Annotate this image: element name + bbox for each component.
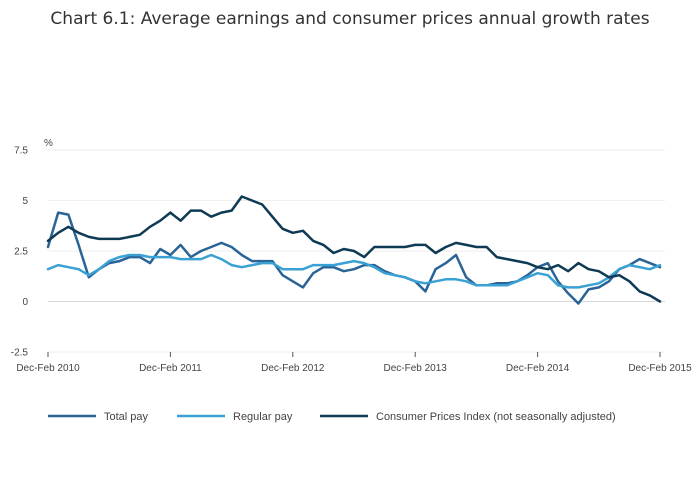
y-tick-label: 2.5	[14, 247, 28, 258]
x-axis-ticks: Dec-Feb 2010 Dec-Feb 2011 Dec-Feb 2012 Dec-…	[16, 352, 692, 374]
series-line-0	[46, 211, 662, 305]
y-tick-label: 0	[22, 297, 28, 308]
legend-label: Regular pay	[233, 411, 293, 423]
x-tick-label: Dec-Feb 2014	[506, 363, 570, 374]
legend-label: Consumer Prices Index (not seasonally ad…	[376, 411, 616, 423]
series-lines	[46, 195, 662, 305]
x-tick-label: Dec-Feb 2011	[139, 363, 202, 374]
x-tick-label: Dec-Feb 2012	[261, 363, 325, 374]
x-tick-label: Dec-Feb 2010	[16, 363, 80, 374]
series-line-2	[46, 195, 662, 303]
y-tick-label: 5	[22, 196, 28, 207]
chart-title: Chart 6.1: Average earnings and consumer…	[50, 9, 649, 29]
y-tick-label: -2.5	[11, 348, 29, 359]
x-tick-label: Dec-Feb 2015	[628, 363, 692, 374]
gridlines	[48, 149, 665, 353]
y-axis-unit-label: %	[44, 138, 53, 149]
legend: Total pay Regular pay Consumer Prices Inde…	[48, 411, 616, 423]
y-axis-ticks: -2.5 0 2.5 5 7.5	[11, 146, 29, 359]
legend-label: Total pay	[104, 411, 149, 423]
series-line-1	[46, 253, 662, 289]
y-tick-label: 7.5	[14, 146, 28, 157]
x-tick-label: Dec-Feb 2013	[384, 363, 448, 374]
